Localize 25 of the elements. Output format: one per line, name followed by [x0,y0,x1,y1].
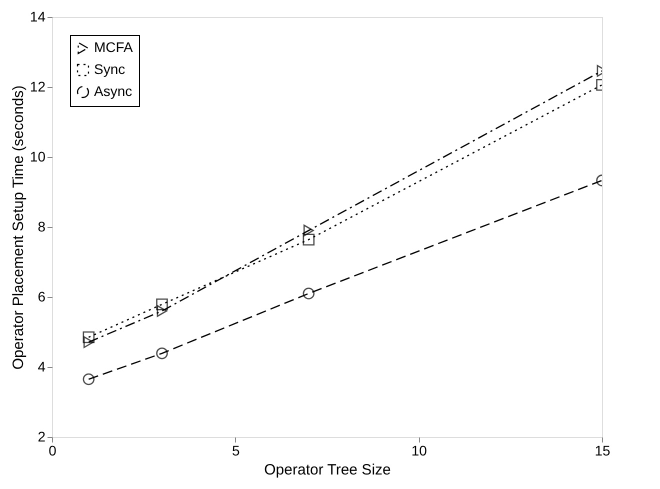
point [156,298,168,310]
y-tick-label: 8 [38,218,46,234]
y-tick-label: 10 [30,148,46,164]
point [83,336,94,348]
x-tick-label: 10 [411,442,428,458]
y-tick-label: 4 [38,358,46,374]
point [303,224,314,236]
y-axis-title: Operator Placement Setup Time (seconds) [10,85,27,370]
legend-label: Sync [94,61,126,77]
point [302,234,315,246]
point [156,305,168,317]
point [82,331,95,344]
y-tick-label: 6 [38,288,46,304]
y-tick-label: 2 [38,428,46,444]
point [82,373,95,386]
x-tick-label: 0 [48,442,57,458]
x-axis-title: Operator Tree Size [264,462,391,478]
point [156,347,168,360]
point [302,288,315,300]
y-tick-label: 14 [30,8,46,24]
x-tick-label: 15 [594,442,610,458]
legend-label: MCFA [94,39,134,55]
y-tick-label: 12 [30,78,46,94]
legend-label: Async [94,83,132,99]
x-tick-label: 5 [232,442,240,458]
